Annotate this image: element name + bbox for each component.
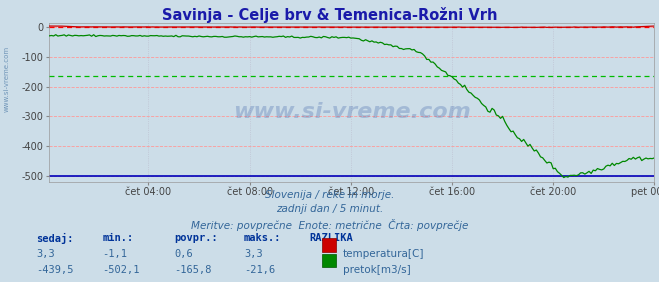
Text: 0,6: 0,6	[175, 249, 193, 259]
Text: -21,6: -21,6	[244, 265, 275, 274]
Text: RAZLIKA: RAZLIKA	[310, 233, 353, 243]
Text: zadnji dan / 5 minut.: zadnji dan / 5 minut.	[276, 204, 383, 214]
Text: www.si-vreme.com: www.si-vreme.com	[4, 46, 10, 112]
Text: -165,8: -165,8	[175, 265, 212, 274]
Text: Savinja - Celje brv & Temenica-Rožni Vrh: Savinja - Celje brv & Temenica-Rožni Vrh	[161, 7, 498, 23]
Text: www.si-vreme.com: www.si-vreme.com	[233, 102, 471, 122]
Text: Slovenija / reke in morje.: Slovenija / reke in morje.	[265, 190, 394, 200]
Text: maks.:: maks.:	[244, 233, 281, 243]
Text: min.:: min.:	[102, 233, 133, 243]
Text: -502,1: -502,1	[102, 265, 140, 274]
Text: -439,5: -439,5	[36, 265, 74, 274]
Text: Meritve: povprečne  Enote: metrične  Črta: povprečje: Meritve: povprečne Enote: metrične Črta:…	[191, 219, 468, 231]
Text: sedaj:: sedaj:	[36, 233, 74, 244]
Text: pretok[m3/s]: pretok[m3/s]	[343, 265, 411, 274]
Text: -1,1: -1,1	[102, 249, 127, 259]
Text: 3,3: 3,3	[244, 249, 262, 259]
Text: povpr.:: povpr.:	[175, 233, 218, 243]
Text: 3,3: 3,3	[36, 249, 55, 259]
Text: temperatura[C]: temperatura[C]	[343, 249, 424, 259]
